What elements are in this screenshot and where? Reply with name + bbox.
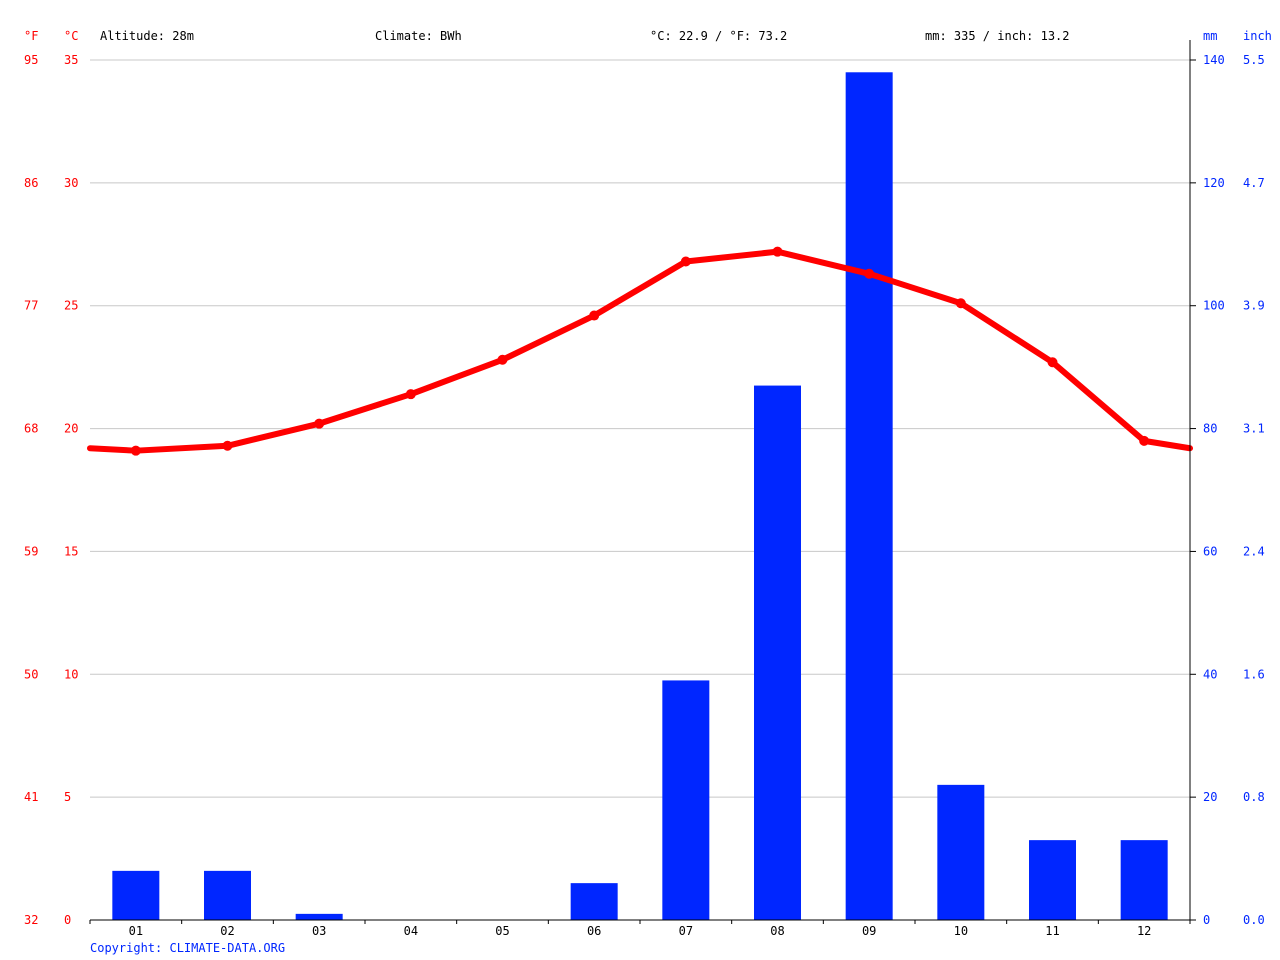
month-tick-label: 01 bbox=[129, 924, 143, 938]
temperature-point bbox=[497, 354, 508, 365]
month-tick-label: 12 bbox=[1137, 924, 1151, 938]
fahrenheit-tick-label: 95 bbox=[24, 53, 38, 67]
tick-labels: 32 0 41 5 50 10 59 15 68 20 77 25 86 30 95 35 0 0.0 20 0.8 4… bbox=[24, 53, 1265, 938]
fahrenheit-tick-label: 77 bbox=[24, 299, 38, 313]
temperature-point bbox=[955, 298, 966, 309]
temperature-line bbox=[87, 246, 1193, 456]
altitude-label: Altitude: 28m bbox=[100, 29, 194, 43]
celsius-tick-label: 30 bbox=[64, 176, 78, 190]
precipitation-bar bbox=[1029, 840, 1076, 920]
temperature-point bbox=[1047, 357, 1058, 368]
temperature-line-path bbox=[87, 248, 1193, 454]
temperature-point bbox=[1139, 435, 1150, 446]
precipitation-bar bbox=[112, 870, 160, 920]
celsius-tick-label: 20 bbox=[64, 422, 78, 436]
fahrenheit-tick-label: 59 bbox=[24, 544, 38, 558]
grid-lines bbox=[90, 59, 1190, 798]
inch-tick-label: 2.4 bbox=[1243, 544, 1265, 558]
inch-tick-label: 1.6 bbox=[1243, 667, 1265, 681]
temperature-point bbox=[772, 246, 783, 257]
temperature-point bbox=[314, 418, 325, 429]
temperature-point bbox=[589, 310, 600, 321]
month-tick-label: 04 bbox=[404, 924, 418, 938]
month-tick-label: 05 bbox=[495, 924, 509, 938]
temperature-average-label: °C: 22.9 / °F: 73.2 bbox=[650, 29, 787, 43]
precipitation-total-label: mm: 335 / inch: 13.2 bbox=[925, 29, 1070, 43]
precipitation-bar bbox=[845, 72, 893, 921]
axes bbox=[89, 40, 1196, 924]
celsius-tick-label: 0 bbox=[64, 913, 71, 927]
precipitation-bar bbox=[295, 913, 343, 920]
fahrenheit-tick-label: 86 bbox=[24, 176, 38, 190]
celsius-tick-label: 35 bbox=[64, 53, 78, 67]
month-tick-label: 11 bbox=[1045, 924, 1059, 938]
inch-tick-label: 4.7 bbox=[1243, 176, 1265, 190]
precipitation-bars bbox=[112, 72, 1168, 921]
inch-tick-label: 3.1 bbox=[1243, 422, 1265, 436]
temperature-point bbox=[405, 389, 416, 400]
month-tick-label: 08 bbox=[770, 924, 784, 938]
mm-tick-label: 140 bbox=[1203, 53, 1225, 67]
celsius-tick-label: 5 bbox=[64, 790, 71, 804]
mm-unit-label: mm bbox=[1203, 29, 1217, 43]
precipitation-bar bbox=[1120, 840, 1168, 920]
precipitation-bar bbox=[570, 883, 618, 920]
temperature-point bbox=[222, 440, 233, 451]
fahrenheit-tick-label: 68 bbox=[24, 422, 38, 436]
mm-tick-label: 40 bbox=[1203, 667, 1217, 681]
mm-tick-label: 80 bbox=[1203, 422, 1217, 436]
celsius-tick-label: 25 bbox=[64, 299, 78, 313]
celsius-tick-label: 15 bbox=[64, 544, 78, 558]
precipitation-bar bbox=[754, 385, 801, 921]
temperature-point bbox=[130, 445, 141, 456]
month-tick-label: 09 bbox=[862, 924, 876, 938]
mm-tick-label: 60 bbox=[1203, 544, 1217, 558]
copyright-link[interactable]: Copyright: CLIMATE-DATA.ORG bbox=[90, 941, 285, 955]
month-tick-label: 06 bbox=[587, 924, 601, 938]
inch-tick-label: 0.8 bbox=[1243, 790, 1265, 804]
mm-tick-label: 100 bbox=[1203, 299, 1225, 313]
precipitation-bar bbox=[662, 680, 710, 920]
mm-tick-label: 120 bbox=[1203, 176, 1225, 190]
temperature-point bbox=[864, 268, 875, 279]
celsius-tick-label: 10 bbox=[64, 667, 78, 681]
month-tick-label: 03 bbox=[312, 924, 326, 938]
month-tick-label: 10 bbox=[954, 924, 968, 938]
inch-unit-label: inch bbox=[1243, 29, 1272, 43]
fahrenheit-tick-label: 50 bbox=[24, 667, 38, 681]
month-tick-label: 02 bbox=[220, 924, 234, 938]
precipitation-bar bbox=[937, 784, 985, 920]
month-tick-label: 07 bbox=[679, 924, 693, 938]
fahrenheit-tick-label: 32 bbox=[24, 913, 38, 927]
fahrenheit-unit-label: °F bbox=[24, 29, 38, 43]
climate-label: Climate: BWh bbox=[375, 29, 462, 43]
temperature-point bbox=[680, 256, 691, 267]
precipitation-bar bbox=[204, 870, 251, 920]
inch-tick-label: 0.0 bbox=[1243, 913, 1265, 927]
fahrenheit-tick-label: 41 bbox=[24, 790, 38, 804]
mm-tick-label: 20 bbox=[1203, 790, 1217, 804]
inch-tick-label: 5.5 bbox=[1243, 53, 1265, 67]
inch-tick-label: 3.9 bbox=[1243, 299, 1265, 313]
mm-tick-label: 0 bbox=[1203, 913, 1210, 927]
celsius-unit-label: °C bbox=[64, 29, 78, 43]
